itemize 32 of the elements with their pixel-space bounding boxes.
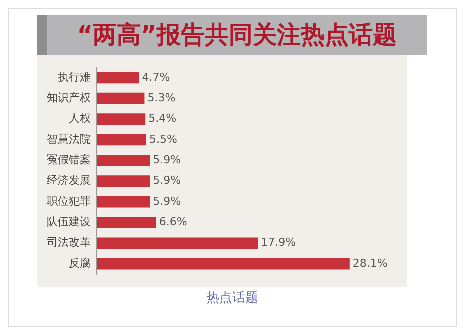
y-tick-label: 冤假错案	[47, 154, 91, 167]
bar	[97, 196, 150, 208]
data-label: 5.9%	[153, 174, 182, 188]
y-tick-label: 经济发展	[47, 174, 91, 188]
bar	[97, 92, 145, 104]
data-label: 28.1%	[352, 256, 388, 270]
data-label: 17.9%	[261, 236, 296, 250]
data-label: 5.9%	[153, 194, 182, 208]
data-label: 4.7%	[142, 70, 170, 84]
data-label: 5.3%	[148, 91, 176, 104]
y-tick-label: 反腐	[69, 256, 91, 270]
bar	[97, 258, 350, 270]
data-label: 5.9%	[153, 154, 182, 167]
y-tick-label: 司法改革	[47, 236, 91, 250]
y-tick-label: 智慧法院	[47, 132, 91, 146]
bar	[97, 72, 140, 84]
text: 热点话题	[206, 290, 260, 307]
y-tick-label: 队伍建设	[47, 216, 91, 229]
bar	[97, 114, 146, 125]
chart-title: “两高”报告共同关注热点话题	[77, 20, 397, 51]
y-tick-label: 人权	[69, 112, 91, 126]
y-tick-label: 知识产权	[47, 91, 91, 104]
data-label: 5.4%	[148, 112, 177, 126]
data-label: 6.6%	[159, 216, 188, 229]
y-tick-label: 职位犯罪	[47, 194, 91, 208]
bar	[97, 217, 156, 228]
bar	[97, 134, 146, 146]
y-tick-label: 执行难	[58, 70, 91, 84]
bar	[97, 176, 150, 188]
bar	[97, 238, 258, 250]
bar	[97, 154, 150, 166]
data-label: 5.5%	[150, 132, 178, 146]
